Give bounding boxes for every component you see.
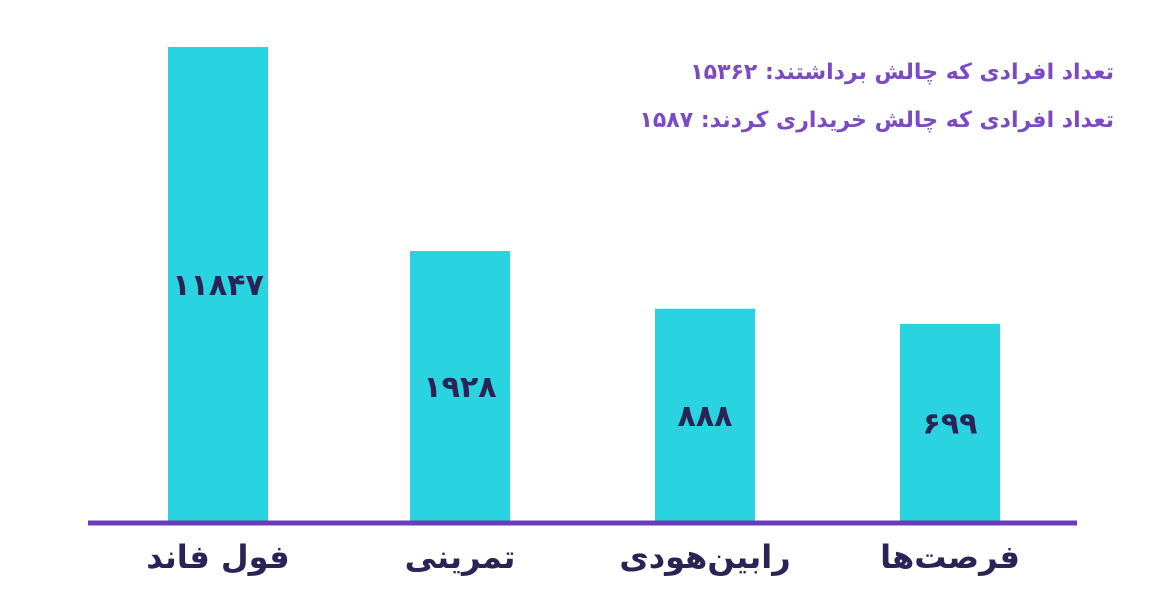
bars-layer: ۱۱۸۴۷ ۱۹۲۸ ۸۸۸ ۶۹۹ (168, 47, 1000, 522)
category-label-2: تمرینی (405, 538, 516, 576)
annotation-challenge-takers: تعداد افرادی که چالش برداشتند: ۱۵۳۶۲ (690, 60, 1114, 85)
category-label-1: فول فاند (146, 538, 289, 576)
bar-value-label-1: ۱۱۸۴۷ (172, 268, 264, 303)
bar-value-label-2: ۱۹۲۸ (423, 370, 496, 405)
category-label-4: فرصت‌ها (880, 538, 1020, 576)
labels-layer: فول فاند تمرینی رابین‌هودی فرصت‌ها (146, 538, 1020, 576)
bar-2 (410, 251, 510, 522)
category-label-3: رابین‌هودی (619, 538, 790, 576)
bar-value-label-3: ۸۸۸ (678, 399, 733, 434)
bar-1 (168, 47, 268, 521)
bar-value-label-4: ۶۹۹ (923, 406, 978, 441)
annotation-challenge-buyers: تعداد افرادی که چالش خریداری کردند: ۱۵۸۷ (639, 108, 1114, 133)
bar-3 (655, 308, 755, 521)
bar-4 (900, 323, 1000, 521)
